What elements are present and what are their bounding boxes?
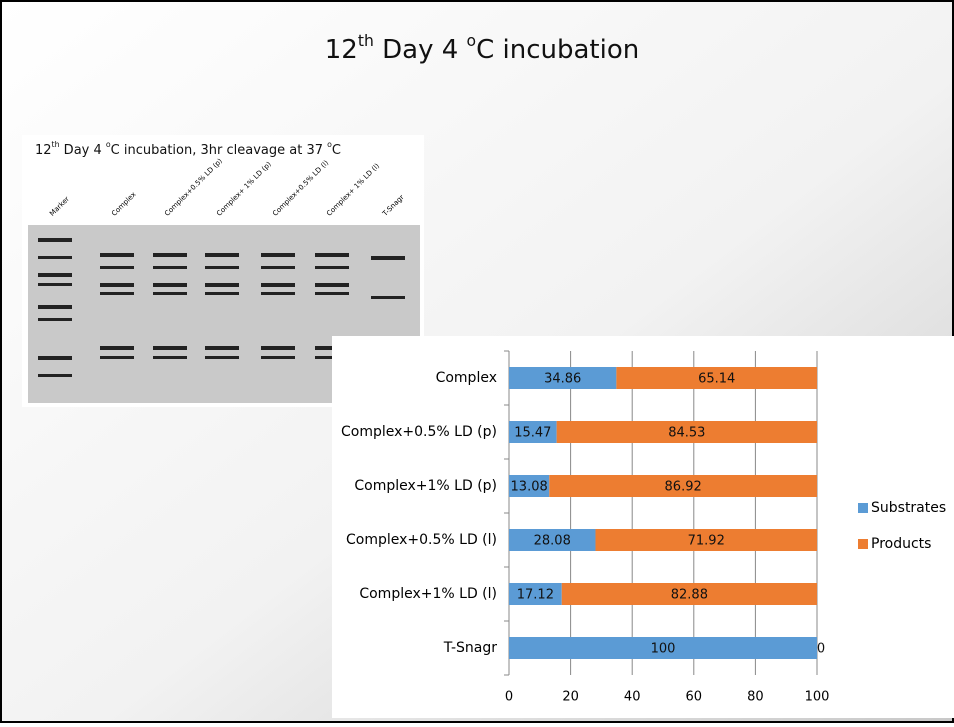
gel-band [38,374,72,377]
gel-band [261,356,295,359]
gel-band [38,305,72,309]
gel-band [38,356,72,360]
x-tick-label: 60 [686,690,703,705]
gel-band [153,346,187,350]
gel-band [205,346,239,350]
gel-band [261,253,295,257]
x-tick-label: 80 [747,690,764,705]
chart-panel [332,336,954,718]
gel-band [100,356,134,359]
data-label: 100 [651,642,676,657]
title-part: C incubation [476,35,639,65]
gel-band [315,266,349,269]
caption-part: th [52,140,60,149]
x-tick-label: 40 [624,690,641,705]
gel-band [205,266,239,269]
data-label: 34.86 [544,372,581,387]
gel-band [205,292,239,295]
y-tick-label: Complex [436,370,497,386]
data-label: 15.47 [514,426,551,441]
gel-band [205,253,239,257]
data-label: 84.53 [668,426,705,441]
gel-band [371,256,405,260]
legend-swatch [858,503,868,513]
gel-band [100,346,134,350]
gel-band [261,292,295,295]
title-part: Day 4 [374,35,467,65]
gel-band [315,253,349,257]
gel-band [153,356,187,359]
x-tick-label: 0 [505,690,513,705]
gel-band [205,283,239,287]
gel-band [261,266,295,269]
caption-part: Day 4 [60,143,106,158]
data-label: 82.88 [671,588,708,603]
gel-band [261,283,295,287]
gel-caption: 12th Day 4 oC incubation, 3hr cleavage a… [35,140,341,158]
legend-label: Substrates [871,500,946,516]
gel-band [100,292,134,295]
data-label: 0 [817,642,825,657]
title-part: 12 [325,35,358,65]
caption-part: C incubation, 3hr cleavage at 37 [111,143,327,158]
gel-band [153,253,187,257]
slide: 12th Day 4 oC incubation 12th Day 4 oC i… [0,0,954,723]
data-label: 65.14 [698,372,735,387]
title-part: th [358,32,374,50]
gel-band [261,346,295,350]
y-tick-label: Complex+1% LD (p) [354,478,497,494]
title-part: o [467,32,477,50]
data-label: 28.08 [534,534,571,549]
gel-band [38,273,72,277]
x-tick-label: 100 [805,690,830,705]
gel-band [38,256,72,259]
caption-part: 12 [35,143,52,158]
y-tick-label: T-Snagr [443,640,498,656]
data-label: 13.08 [511,480,548,495]
y-tick-label: Complex+0.5% LD (l) [346,532,497,548]
gel-band [100,266,134,269]
gel-band [153,266,187,269]
data-label: 17.12 [517,588,554,603]
data-label: 71.92 [688,534,725,549]
gel-band [315,283,349,287]
gel-band [205,356,239,359]
data-label: 86.92 [665,480,702,495]
gel-band [38,318,72,321]
x-tick-label: 20 [562,690,579,705]
gel-band [38,283,72,286]
caption-part: C [332,143,341,158]
legend-swatch [858,539,868,549]
gel-band [38,238,72,242]
y-tick-label: Complex+1% LD (l) [359,586,497,602]
gel-band [100,283,134,287]
gel-band [153,292,187,295]
gel-band [315,292,349,295]
legend-label: Products [871,536,931,552]
page: {"slide": {"title": ["12", "th", " Day 4… [0,0,954,723]
gel-band [371,296,405,299]
y-tick-label: Complex+0.5% LD (p) [341,424,497,440]
gel-band [100,253,134,257]
gel-band [153,283,187,287]
